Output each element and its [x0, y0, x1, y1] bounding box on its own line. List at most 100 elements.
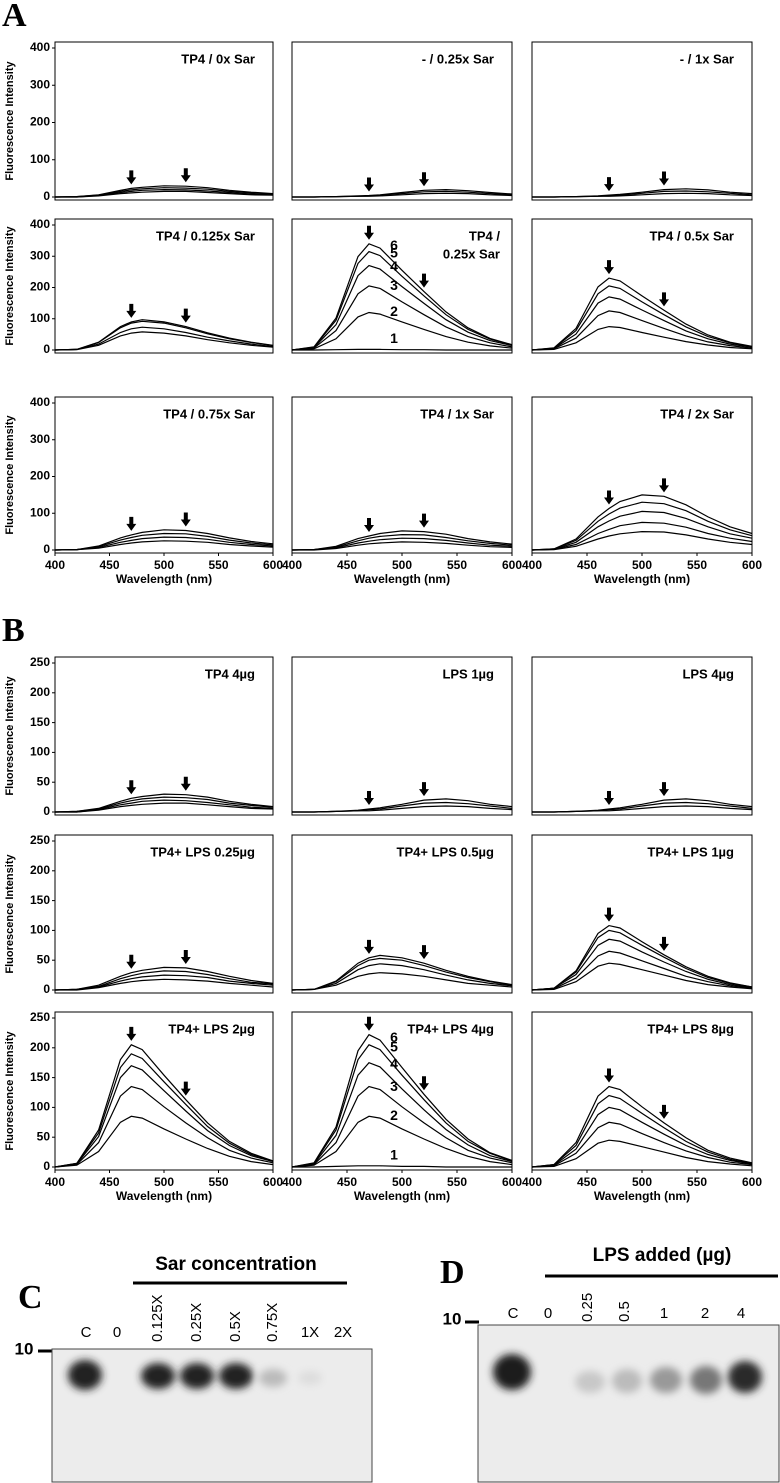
curve: [54, 1064, 274, 1168]
arrow: [659, 936, 669, 951]
lane-label: 0: [544, 1305, 552, 1322]
curve: [55, 799, 274, 813]
curve: [291, 1044, 513, 1168]
curve: [54, 529, 274, 551]
curve-label: 6: [390, 237, 398, 253]
panel-title: TP4 / 0x Sar: [181, 51, 255, 66]
x-tick-label: 500: [154, 1175, 174, 1189]
y-axis-label: Fluorescence Intensity: [4, 854, 16, 974]
curve: [291, 285, 513, 351]
curve: [531, 950, 753, 991]
panel-title: TP4+ LPS 1µg: [647, 844, 734, 859]
band: [219, 1363, 253, 1389]
arrow: [604, 177, 614, 192]
y-tick-label: 400: [30, 395, 50, 409]
y-tick-label: 200: [30, 1040, 50, 1054]
arrow: [126, 303, 137, 318]
curve: [54, 974, 274, 991]
arrow: [604, 791, 614, 806]
x-tick-label: 600: [742, 1175, 762, 1189]
panel-title: TP4+ LPS 8µg: [647, 1021, 734, 1036]
x-tick-label: 450: [99, 1175, 119, 1189]
curve: [531, 285, 753, 351]
panel-title: TP4 /: [469, 228, 500, 243]
arrow: [364, 939, 374, 954]
arrow: [364, 518, 374, 533]
x-tick-label: 500: [154, 558, 174, 572]
band: [650, 1367, 682, 1393]
y-tick-label: 50: [37, 952, 51, 966]
y-axis-label: Fluorescence Intensity: [4, 676, 16, 796]
curve: [291, 957, 513, 991]
x-tick-label: 500: [632, 1175, 652, 1189]
curve: [291, 311, 513, 351]
y-tick-label: 200: [30, 863, 50, 877]
panel-label: A: [2, 0, 27, 34]
curve: [531, 929, 753, 991]
y-tick-label: 300: [30, 248, 50, 262]
y-tick-label: 400: [30, 217, 50, 231]
curve: [291, 972, 513, 991]
panel-title: TP4 / 1x Sar: [420, 406, 494, 421]
curve: [531, 1094, 753, 1168]
curve: [54, 1085, 274, 1168]
y-tick-label: 200: [30, 280, 50, 294]
curve: [531, 501, 753, 551]
panel-title: TP4 / 0.75x Sar: [163, 406, 255, 421]
arrow: [180, 949, 191, 964]
y-tick-label: 0: [43, 1159, 50, 1173]
y-tick-label: 100: [30, 745, 50, 759]
panel-title: TP4 4µg: [205, 666, 255, 681]
panel-label: C: [18, 1279, 43, 1316]
curve-label: 3: [390, 277, 398, 293]
x-tick-label: 400: [45, 558, 65, 572]
y-tick-label: 100: [30, 311, 50, 325]
panel-title: - / 0.25x Sar: [422, 51, 494, 66]
arrow: [659, 782, 669, 797]
lane-label: 0.125X: [149, 1294, 166, 1342]
curve-label: 1: [390, 330, 398, 346]
band: [68, 1360, 102, 1390]
y-tick-label: 50: [37, 774, 51, 788]
lane-label: 0.25X: [188, 1303, 205, 1342]
arrow: [126, 1026, 137, 1041]
y-tick-label: 250: [30, 1010, 50, 1024]
arrow: [126, 516, 137, 531]
curve-label: 3: [390, 1078, 398, 1094]
plot-frame: [291, 41, 513, 201]
lane-label: 1X: [301, 1324, 319, 1341]
plot-frame: [531, 218, 753, 354]
panel-title: 0.25x Sar: [443, 246, 500, 261]
y-tick-label: 200: [30, 115, 50, 129]
x-tick-label: 500: [392, 1175, 412, 1189]
bands: [68, 1360, 322, 1390]
arrow: [180, 308, 191, 323]
x-tick-label: 600: [742, 558, 762, 572]
curve: [531, 530, 753, 551]
plot-frame: [531, 41, 753, 201]
y-axis-label: Fluorescence Intensity: [4, 61, 16, 181]
plot-frame: [54, 41, 274, 201]
curve: [55, 190, 274, 198]
arrow: [419, 945, 429, 960]
y-tick-label: 150: [30, 715, 50, 729]
curve: [291, 530, 513, 551]
y-tick-label: 0: [43, 982, 50, 996]
panel-title: LPS 4µg: [682, 666, 734, 681]
x-tick-label: 450: [99, 558, 119, 572]
y-tick-label: 100: [30, 1100, 50, 1114]
curve: [291, 1033, 513, 1168]
curve: [292, 192, 513, 198]
panel-title: TP4+ LPS 2µg: [168, 1021, 255, 1036]
plot-frame: [54, 656, 274, 816]
band: [575, 1371, 605, 1393]
x-axis-label: Wavelength (nm): [116, 1189, 212, 1203]
panel-title: TP4 / 2x Sar: [660, 406, 734, 421]
band: [493, 1354, 531, 1390]
y-tick-label: 250: [30, 833, 50, 847]
curve: [54, 320, 274, 351]
marker-label: 10: [443, 1309, 462, 1328]
curve-label: 2: [390, 303, 398, 319]
curve-label: 1: [390, 1147, 398, 1163]
curve: [291, 250, 513, 351]
